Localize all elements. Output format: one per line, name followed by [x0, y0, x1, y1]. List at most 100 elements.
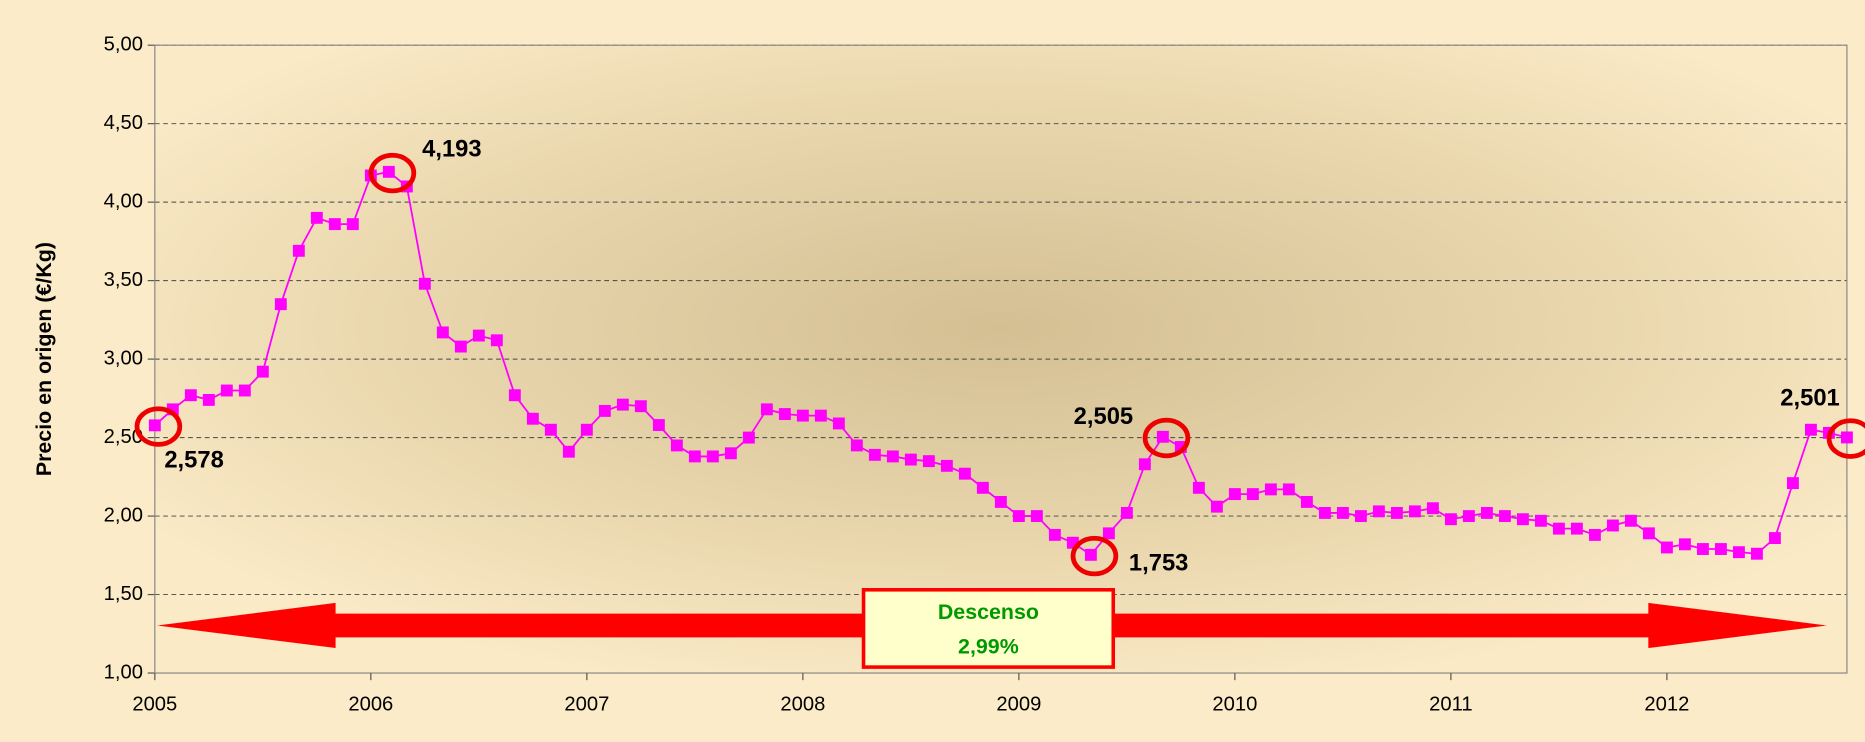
point [148, 419, 161, 432]
point [1768, 532, 1781, 544]
highlight-circle [368, 152, 417, 194]
point [1588, 528, 1601, 541]
point [1606, 519, 1619, 532]
point [1012, 510, 1025, 523]
point [1678, 538, 1691, 551]
point [1498, 510, 1511, 523]
point [382, 165, 395, 178]
point [1660, 541, 1673, 554]
point [814, 409, 827, 422]
point [796, 409, 809, 422]
point [1264, 483, 1277, 496]
point [274, 298, 287, 311]
point [1732, 546, 1745, 559]
point [1300, 495, 1313, 508]
point [454, 340, 467, 353]
point [760, 403, 773, 416]
x-tick-label: 2012 [1644, 693, 1689, 715]
point [526, 412, 539, 425]
point [184, 389, 197, 402]
point [256, 365, 269, 378]
data-label: 2,505 [1074, 403, 1133, 430]
point [940, 459, 953, 472]
point [1750, 547, 1763, 560]
y-tick-label: 1,00 [104, 661, 143, 683]
y-tick-label: 5,00 [104, 34, 143, 56]
x-tick-label: 2007 [564, 693, 609, 715]
x-tick-label: 2010 [1212, 693, 1257, 715]
point [1354, 510, 1367, 523]
point [904, 453, 917, 466]
point [652, 419, 665, 431]
point [1282, 483, 1295, 496]
point [472, 329, 485, 342]
point [850, 439, 863, 452]
point [1426, 502, 1439, 515]
point [1408, 505, 1421, 518]
x-tick-label: 2008 [780, 693, 825, 715]
point [1066, 536, 1079, 549]
plot-border [154, 44, 1848, 674]
highlight-circle [1142, 417, 1191, 459]
point [1552, 522, 1565, 535]
y-tick-label: 2,50 [104, 426, 143, 448]
x-tick-label: 2009 [996, 693, 1041, 715]
point [1084, 548, 1097, 561]
point [166, 403, 179, 416]
data-label: 4,193 [422, 136, 481, 163]
annotation-value: 2,99% [958, 635, 1019, 659]
point [1804, 423, 1817, 436]
y-axis-label: Precio en origen (€/Kg) [32, 242, 56, 476]
point [1048, 528, 1061, 541]
point [544, 423, 557, 436]
x-tick-label: 2005 [132, 693, 177, 715]
point [508, 389, 521, 402]
point [562, 445, 575, 458]
point [706, 450, 719, 463]
point [688, 450, 701, 463]
point [1318, 506, 1331, 519]
point [958, 467, 971, 480]
point [598, 404, 611, 417]
point [310, 211, 323, 224]
series: 2,578 4,193 1,753 2,505 2,501 [134, 136, 1865, 577]
data-label: 2,501 [1780, 385, 1839, 412]
point [328, 218, 341, 231]
point [1174, 441, 1187, 453]
point [742, 431, 755, 444]
point [346, 218, 359, 231]
annotation-box [861, 588, 1116, 669]
point [868, 448, 881, 461]
y-tick-label: 4,50 [104, 112, 143, 134]
y-tick-label: 3,00 [104, 347, 143, 369]
point [976, 481, 989, 494]
point [616, 398, 629, 411]
point [1228, 488, 1241, 501]
point [1696, 543, 1709, 555]
y-tick-label: 4,00 [104, 190, 143, 212]
point [1444, 513, 1457, 526]
point [1030, 510, 1043, 523]
point [1786, 477, 1799, 490]
point [490, 334, 503, 347]
point [1210, 500, 1223, 513]
point [1480, 506, 1493, 519]
point [778, 408, 791, 420]
point [292, 244, 305, 257]
point [1714, 543, 1727, 555]
point [1624, 514, 1637, 527]
point [580, 423, 593, 436]
point [238, 384, 251, 397]
point [886, 450, 899, 463]
point [1534, 514, 1547, 527]
point [670, 439, 683, 452]
y-tick-label: 1,50 [104, 583, 143, 605]
point [994, 495, 1007, 508]
point [1570, 522, 1583, 535]
point [1138, 458, 1151, 471]
grid: 1,00 1,50 2,00 2,50 3,00 3,50 4,00 4,50 5,00 2005… [104, 34, 1848, 715]
point [1516, 513, 1529, 526]
point [1642, 527, 1655, 540]
annotation-title: Descenso [938, 600, 1039, 624]
